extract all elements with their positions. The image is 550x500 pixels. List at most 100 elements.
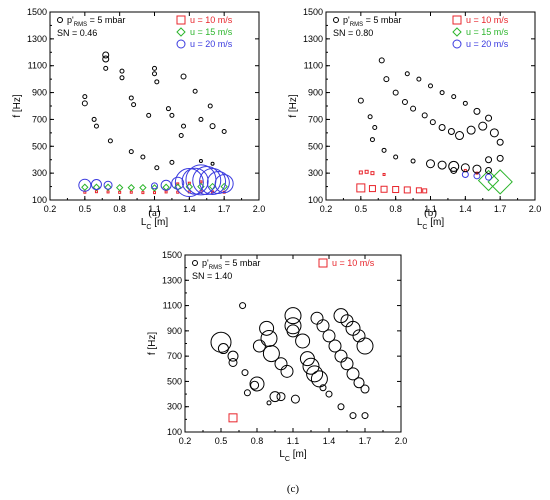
y-tick-label: 300 [32,168,47,178]
data-point [141,191,145,195]
data-point [447,128,455,136]
x-axis-label: LC [m] [279,449,307,463]
data-point [455,131,465,141]
data-point [306,365,324,383]
data-point [221,129,227,135]
data-point [438,123,446,131]
x-tick-label: 0.5 [355,204,368,214]
data-point [429,119,436,126]
data-point [353,377,365,389]
data-point [210,161,215,166]
x-tick-label: 1.4 [459,204,472,214]
data-point [472,164,482,174]
data-point [152,71,157,77]
data-point [192,166,222,196]
data-point [207,103,213,109]
data-point [357,97,364,104]
data-points [356,57,513,195]
data-point [448,160,460,172]
y-tick-label: 500 [32,141,47,151]
x-tick-label: 2.0 [529,204,542,214]
legend-marker [452,39,462,49]
data-point [437,160,447,170]
data-point [181,123,187,129]
data-point [485,114,493,122]
data-point [310,370,328,388]
data-point [94,190,98,194]
legend-label: u = 15 m/s [466,27,509,37]
data-point [82,94,88,100]
panel-caption: (a) [148,207,161,219]
data-point [381,147,387,153]
data-point [410,105,417,112]
data-point [150,184,159,192]
data-point [93,123,99,129]
legend-marker [176,27,186,37]
data-point [361,412,369,420]
data-point [302,357,320,375]
data-point [128,149,134,155]
data-point [160,179,172,191]
data-point [404,71,410,77]
data-point [106,190,110,194]
data-point [227,350,239,362]
data-point [276,392,286,402]
data-point [269,391,281,403]
data-point [146,112,152,118]
data-point [104,183,112,191]
y-tick-label: 700 [32,114,47,124]
reference-label: p'RMS = 5 mbar [202,258,260,271]
data-point [426,159,435,169]
data-point [477,169,500,192]
data-point [91,116,97,122]
data-point [340,314,354,328]
legend-label: u = 10 m/s [190,15,233,25]
data-point [243,389,251,397]
x-tick-label: 0.5 [79,204,92,214]
x-tick-label: 0.2 [44,204,57,214]
data-point [209,123,216,130]
data-point [286,324,300,338]
data-point [118,190,122,194]
data-point [81,100,88,107]
data-point [154,165,160,171]
y-tick-label: 900 [308,88,323,98]
data-point [154,79,160,85]
plot-frame [184,254,402,433]
data-point [380,185,388,193]
data-point [450,166,458,174]
data-point [241,369,249,377]
y-tick-label: 100 [167,427,182,437]
y-tick-label: 700 [167,351,182,361]
y-axis-label: f [Hz] [147,332,158,356]
data-point [337,403,345,411]
data-point [496,154,504,162]
legend-marker [452,15,462,25]
data-point [378,57,385,64]
data-point [164,190,168,194]
legend-marker [452,27,462,37]
data-point [462,100,468,106]
data-point [322,329,336,343]
data-point [169,112,175,118]
y-axis-label: f [Hz] [12,94,23,118]
chart-panel-1: 0.2 0.5 0.8 1.1 1.4 1.7 2.0 100 300 500 700 900 1100… [12,7,265,231]
data-point [428,83,433,89]
data-point [473,107,481,115]
data-point [392,186,400,194]
x-tick-label: 2.0 [253,204,266,214]
y-tick-label: 1500 [303,7,323,17]
data-point [295,333,311,349]
y-axis-label: f [Hz] [288,94,299,118]
panel-caption: (b) [424,207,437,219]
data-point [78,178,92,192]
data-point [199,180,203,184]
data-point [310,311,324,325]
x-tick-label: 2.0 [395,436,408,446]
data-point [103,180,113,190]
data-point [169,159,175,165]
legend-label: u = 10 m/s [466,15,509,25]
legend-marker [318,258,328,268]
data-point [217,343,229,355]
data-point [352,329,366,343]
